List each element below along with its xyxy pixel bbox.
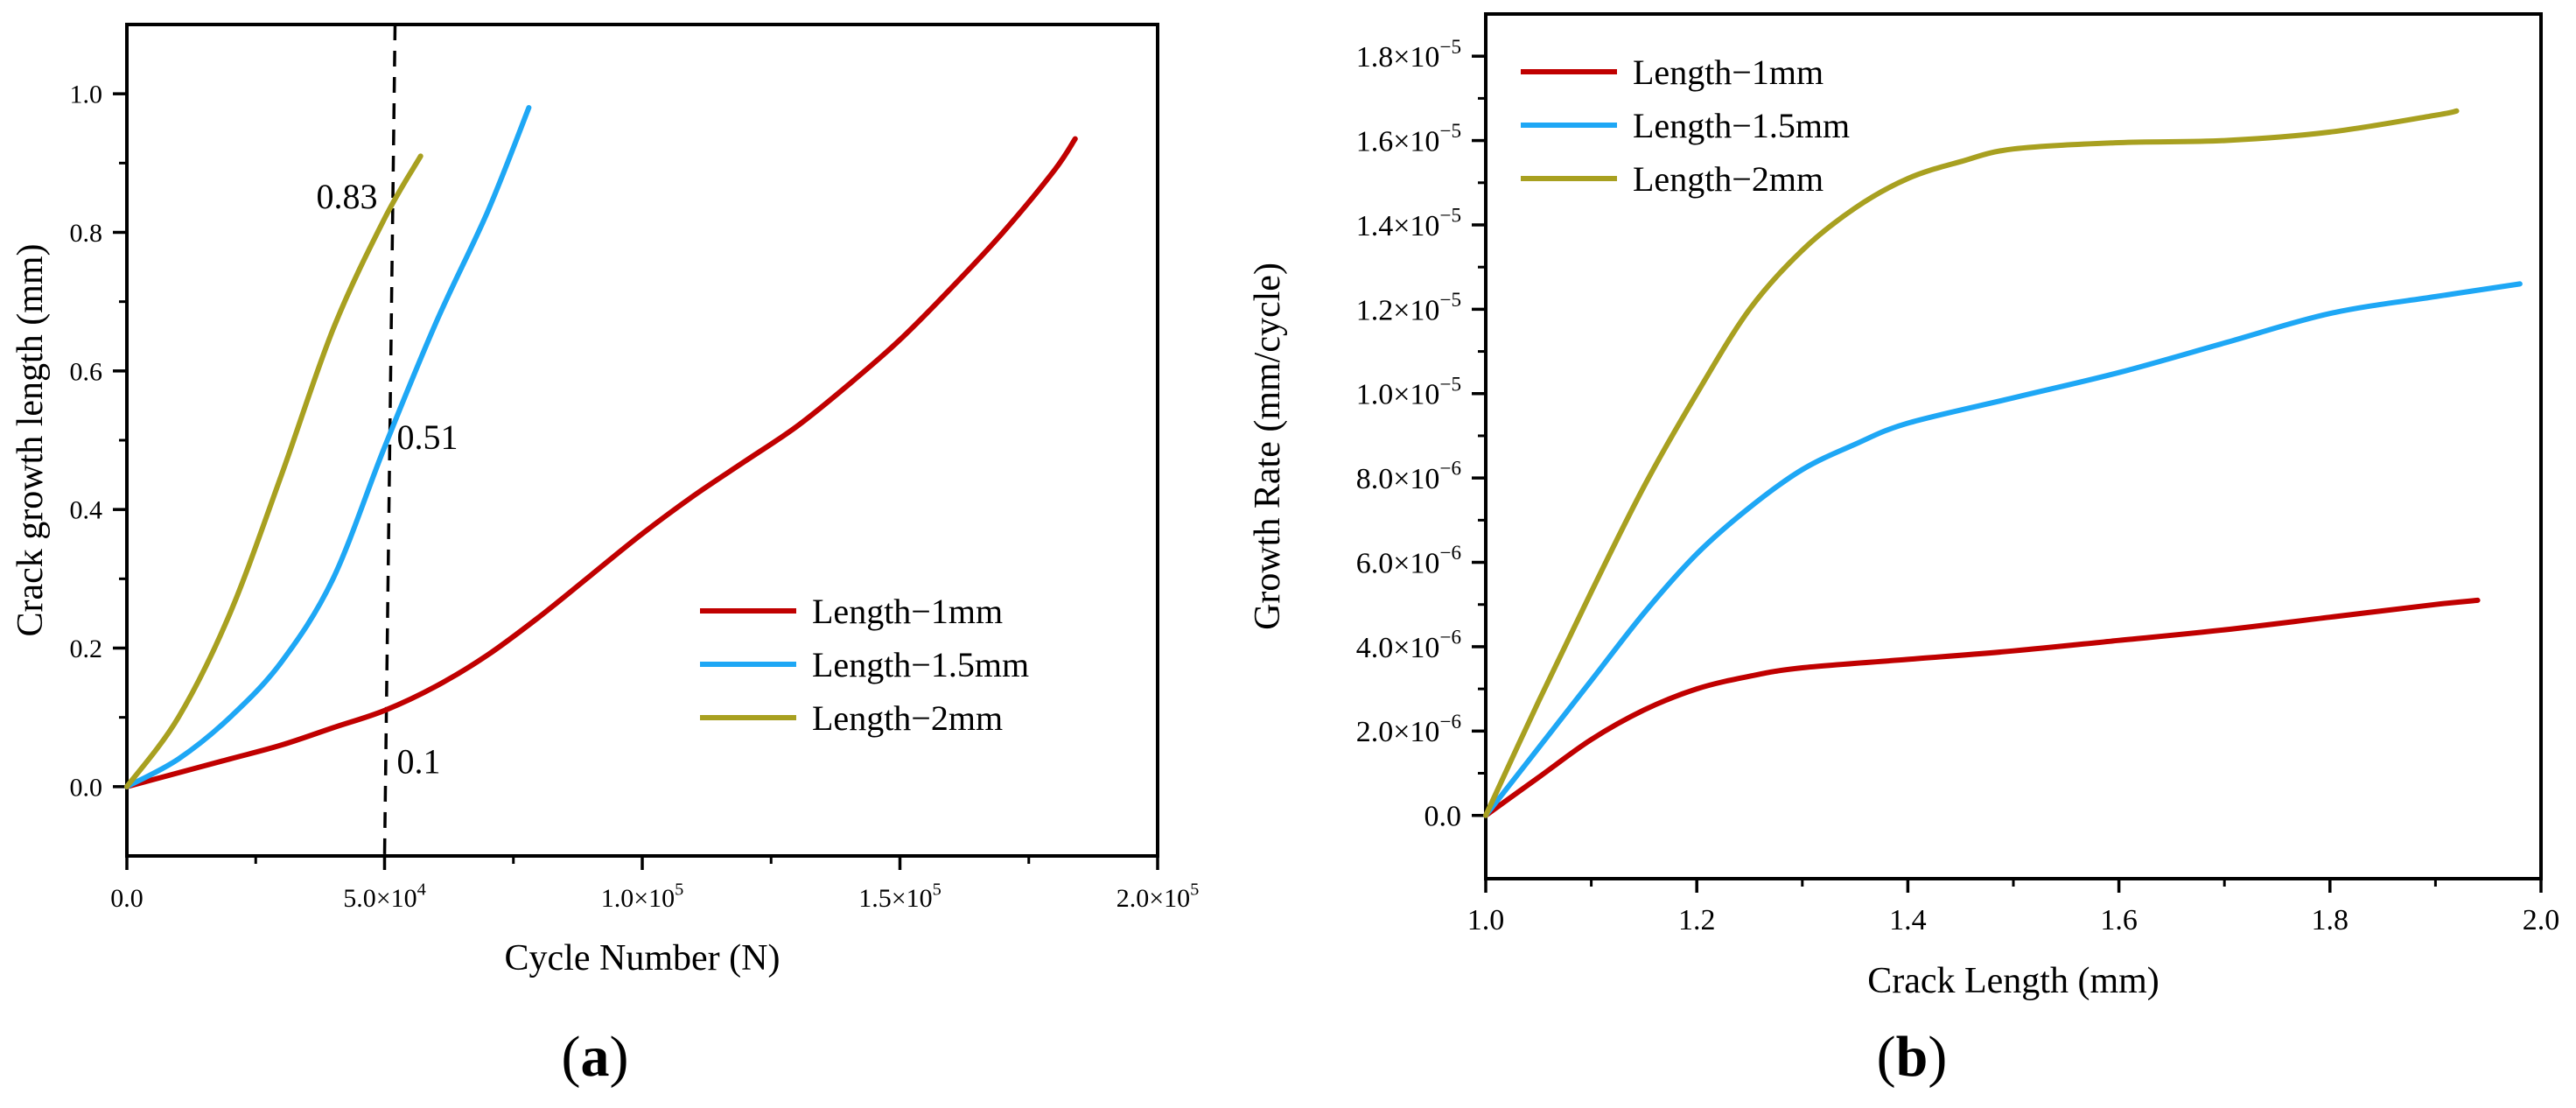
plot-frame bbox=[125, 23, 1159, 858]
y-tick-label: 8.0×10−6 bbox=[1356, 458, 1461, 495]
x-axis-label: Cycle Number (N) bbox=[505, 938, 780, 978]
series-line bbox=[1483, 108, 2460, 818]
panel-label-a-letter: a bbox=[580, 1025, 610, 1089]
y-axis-label: Growth Rate (mm/cycle) bbox=[1248, 263, 1288, 630]
x-tick-label: 2.0 bbox=[2523, 904, 2560, 936]
panel-label-a-open: ( bbox=[561, 1025, 581, 1089]
y-tick-label: 2.0×10−6 bbox=[1356, 711, 1461, 748]
series-line bbox=[1483, 597, 2481, 818]
y-tick-label: 0.0 bbox=[1424, 801, 1462, 833]
x-tick-label: 1.2 bbox=[1678, 904, 1716, 936]
series-line bbox=[124, 105, 532, 789]
y-tick-label: 1.8×10−5 bbox=[1356, 36, 1461, 74]
panel-label-b: (b) bbox=[1833, 1024, 1991, 1090]
y-tick-label: 1.2×10−5 bbox=[1356, 289, 1461, 326]
legend-entry: Length−2mm bbox=[812, 698, 1003, 738]
x-tick-label: 1.0×105 bbox=[601, 880, 684, 914]
legend-entry: Length−1.5mm bbox=[1633, 106, 1850, 145]
legend: Length−1mm Length−1.5mm Length−2mm bbox=[700, 592, 1029, 738]
legend-entry: Length−2mm bbox=[1633, 159, 1824, 199]
y-tick-label: 6.0×10−6 bbox=[1356, 542, 1461, 579]
panel-label-b-letter: b bbox=[1895, 1025, 1928, 1089]
x-tick-label: 1.4 bbox=[1889, 904, 1927, 936]
y-tick-label: 0.8 bbox=[70, 219, 103, 248]
y-tick-label: 0.2 bbox=[70, 635, 103, 663]
x-tick-label: 5.0×104 bbox=[343, 880, 426, 914]
legend: Length−1mm Length−1.5mm Length−2mm bbox=[1521, 53, 1850, 199]
y-tick-label: 4.0×10−6 bbox=[1356, 627, 1461, 664]
x-tick-label: 1.5×105 bbox=[858, 880, 942, 914]
x-tick-label: 1.8 bbox=[2312, 904, 2349, 936]
y-tick-label: 0.6 bbox=[70, 357, 103, 386]
legend-entry: Length−1.5mm bbox=[812, 645, 1029, 684]
annotation-label: 0.51 bbox=[397, 417, 458, 457]
x-tick-label: 1.0 bbox=[1467, 904, 1505, 936]
y-tick-label: 0.4 bbox=[70, 496, 103, 525]
series-line bbox=[124, 153, 424, 789]
y-tick-label: 0.0 bbox=[70, 773, 103, 802]
panel-label-a: (a) bbox=[516, 1024, 674, 1090]
y-axis-label: Crack growth length (mm) bbox=[10, 243, 51, 636]
y-tick-label: 1.6×10−5 bbox=[1356, 120, 1461, 158]
panel-label-b-close: ) bbox=[1928, 1025, 1948, 1089]
panel-label-a-close: ) bbox=[609, 1025, 629, 1089]
annotation-label: 0.1 bbox=[397, 742, 441, 782]
panel-label-b-open: ( bbox=[1876, 1025, 1896, 1089]
annotation-label: 0.83 bbox=[317, 177, 378, 216]
y-tick-label: 1.0×10−5 bbox=[1356, 373, 1461, 410]
legend-entry: Length−1mm bbox=[1633, 53, 1824, 92]
series-line bbox=[124, 136, 1078, 789]
x-axis-label: Crack Length (mm) bbox=[1867, 961, 2160, 1001]
chart-a: 0.0 5.0×104 1.0×105 1.5×105 2.0×105 0.0 0.2 0.4… bbox=[10, 23, 1200, 978]
x-tick-label: 2.0×105 bbox=[1116, 880, 1200, 914]
y-tick-label: 1.0 bbox=[70, 81, 103, 109]
reference-dashed-line bbox=[382, 24, 397, 857]
x-tick-label: 0.0 bbox=[110, 884, 144, 913]
x-tick-label: 1.6 bbox=[2100, 904, 2138, 936]
legend-entry: Length−1mm bbox=[812, 592, 1003, 631]
series-line bbox=[1483, 281, 2523, 818]
y-tick-label: 1.4×10−5 bbox=[1356, 205, 1461, 242]
chart-b: 1.0 1.2 1.4 1.6 1.8 2.0 0.0 2.0×10−6 4.0×10−6 6.0… bbox=[1248, 12, 2560, 1001]
